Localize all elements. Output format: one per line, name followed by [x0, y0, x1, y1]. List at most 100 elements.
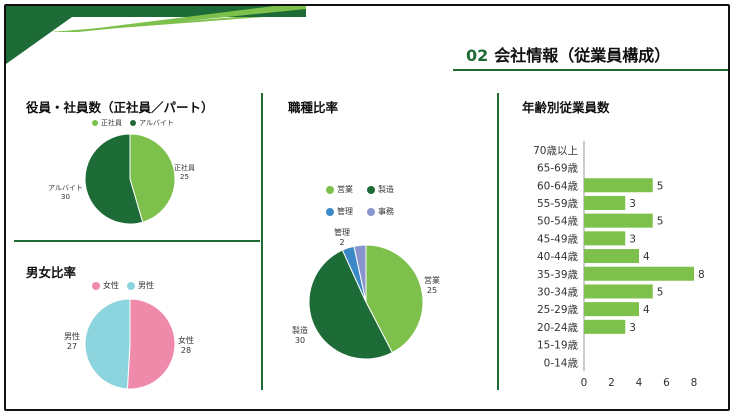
- legend-item: 正社員: [92, 118, 122, 128]
- legend-item: 製造: [367, 184, 394, 195]
- pie-label-value: 27: [66, 342, 78, 351]
- age-bar-value-label: 3: [629, 198, 636, 210]
- divider-1: [261, 93, 263, 390]
- pie-label: 正社員 25: [174, 164, 195, 182]
- pie-label: 製造 30: [292, 326, 308, 346]
- age-category-label: 30-34歳: [537, 286, 579, 298]
- age-category-label: 40-44歳: [537, 251, 579, 263]
- legend-item: 営業: [326, 184, 353, 195]
- pie-label-name: 男性: [64, 332, 80, 341]
- pie-label-value: 30: [294, 336, 306, 345]
- legend-swatch: [127, 281, 135, 290]
- age-x-tick-label: 8: [691, 377, 698, 389]
- legend-swatch: [130, 120, 136, 126]
- divider-left: [14, 240, 260, 242]
- pie-label-value: 2: [339, 238, 345, 247]
- gender-chart-title: 男女比率: [26, 265, 77, 280]
- age-category-label: 0-14歳: [544, 357, 579, 369]
- pie-label-name: 製造: [292, 326, 308, 335]
- pie-label-name: 営業: [424, 276, 440, 285]
- legend-item: 事務: [367, 206, 394, 217]
- age-x-tick-label: 2: [608, 377, 615, 389]
- pie-label-name: 管理: [334, 228, 350, 237]
- pie-label: 女性 28: [178, 336, 194, 356]
- legend-swatch: [326, 185, 334, 194]
- pie-label-name: 正社員: [174, 164, 195, 172]
- job-chart-title: 職種比率: [288, 100, 339, 115]
- employees-chart-title: 役員・社員数（正社員／パート）: [26, 100, 214, 115]
- age-category-label: 25-29歳: [537, 304, 579, 316]
- age-category-label: 35-39歳: [537, 269, 579, 281]
- age-bar: [584, 213, 653, 228]
- age-bar-value-label: 5: [657, 180, 664, 192]
- age-bar: [584, 266, 694, 281]
- legend-label: 営業: [337, 185, 353, 194]
- legend-label: 女性: [103, 281, 119, 290]
- age-category-label: 20-24歳: [537, 322, 579, 334]
- legend-item: 女性: [92, 280, 119, 291]
- pie-label: 男性 27: [64, 332, 80, 352]
- job-legend-row2: 管理 事務: [326, 206, 394, 217]
- pie-label-value: 28: [180, 346, 192, 355]
- pie-label-name: アルバイト: [48, 184, 83, 192]
- deco-light-band-2: [66, 6, 306, 32]
- age-bar: [584, 231, 626, 246]
- legend-label: 製造: [378, 185, 394, 194]
- age-bar: [584, 284, 653, 299]
- age-category-label: 15-19歳: [537, 340, 579, 352]
- age-category-label: 65-69歳: [537, 163, 579, 175]
- age-category-label: 55-59歳: [537, 198, 579, 210]
- legend-swatch: [367, 207, 375, 216]
- age-x-tick-label: 4: [636, 377, 643, 389]
- age-bar: [584, 178, 653, 193]
- age-bar: [584, 195, 626, 210]
- employees-legend: 正社員 アルバイト: [92, 118, 174, 128]
- pie-label: 管理 2: [334, 228, 350, 248]
- legend-item: 管理: [326, 206, 353, 217]
- pie-label: 営業 25: [424, 276, 440, 296]
- age-bar-value-label: 5: [657, 286, 664, 298]
- gender-slice-0: [126, 298, 176, 390]
- age-bar-value-label: 3: [629, 233, 636, 245]
- age-chart-title: 年齢別従業員数: [522, 100, 610, 115]
- gender-slice-1: [84, 298, 131, 390]
- legend-label: 男性: [138, 281, 154, 290]
- legend-label: 正社員: [101, 119, 122, 127]
- age-x-tick-label: 0: [581, 377, 588, 389]
- section-title: 02 会社情報（従業員構成）: [466, 42, 670, 66]
- age-category-label: 60-64歳: [537, 180, 579, 192]
- age-category-label: 70歳以上: [533, 145, 578, 157]
- employees-slice-1: [84, 133, 144, 225]
- pie-label: アルバイト 30: [48, 184, 83, 202]
- legend-label: 事務: [378, 207, 394, 216]
- age-x-tick-label: 6: [663, 377, 670, 389]
- legend-item: アルバイト: [130, 118, 174, 128]
- age-bar-value-label: 4: [643, 304, 650, 316]
- pie-label-name: 女性: [178, 336, 194, 345]
- pie-label-value: 25: [180, 172, 189, 181]
- section-number: 02: [466, 46, 489, 65]
- job-slice-0: [365, 244, 424, 354]
- job-slice-1: [308, 249, 393, 360]
- legend-label: アルバイト: [139, 119, 174, 127]
- age-bar: [584, 249, 639, 264]
- gender-legend: 女性 男性: [92, 280, 154, 291]
- employees-pie: [84, 133, 424, 390]
- legend-label: 管理: [337, 207, 353, 216]
- slide: 02 会社情報（従業員構成） 役員・社員数（正社員／パート） 正社員 アルバイト …: [4, 4, 730, 411]
- section-title-rule: [453, 69, 728, 71]
- legend-item: 男性: [127, 280, 154, 291]
- age-bar-value-label: 5: [657, 216, 664, 228]
- age-category-label: 50-54歳: [537, 216, 579, 228]
- legend-swatch: [367, 185, 375, 194]
- job-legend-row1: 営業 製造: [326, 184, 394, 195]
- legend-swatch: [92, 281, 100, 290]
- header-decoration: [6, 6, 306, 64]
- age-bar: [584, 319, 626, 334]
- divider-2: [497, 93, 499, 390]
- age-bar-value-label: 3: [629, 322, 636, 334]
- employees-slice-0: [129, 133, 176, 223]
- job-slice-3: [353, 244, 367, 303]
- age-bar-value-label: 8: [698, 269, 705, 281]
